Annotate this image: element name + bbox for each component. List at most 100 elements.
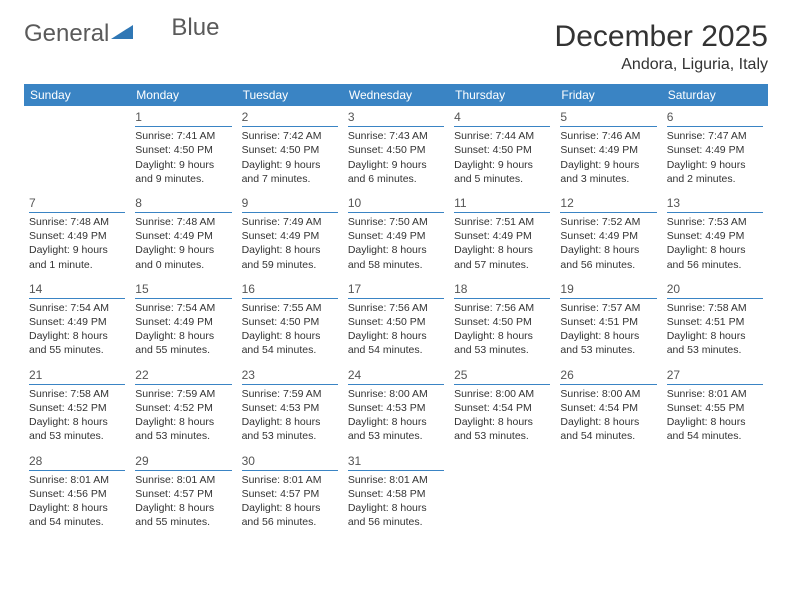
sunrise-text: Sunrise: 7:59 AM: [135, 387, 231, 401]
day-number: 18: [454, 281, 550, 299]
daylight-text: Daylight: 8 hours and 53 minutes.: [348, 415, 444, 443]
sunrise-text: Sunrise: 7:43 AM: [348, 129, 444, 143]
calendar-day-cell: 9Sunrise: 7:49 AMSunset: 4:49 PMDaylight…: [237, 192, 343, 278]
sunset-text: Sunset: 4:49 PM: [135, 315, 231, 329]
calendar-day-cell: 17Sunrise: 7:56 AMSunset: 4:50 PMDayligh…: [343, 278, 449, 364]
calendar-day-cell: 13Sunrise: 7:53 AMSunset: 4:49 PMDayligh…: [662, 192, 768, 278]
calendar-day-cell: 15Sunrise: 7:54 AMSunset: 4:49 PMDayligh…: [130, 278, 236, 364]
day-number: 27: [667, 367, 763, 385]
calendar-day-cell: [449, 450, 555, 536]
calendar-day-cell: 1Sunrise: 7:41 AMSunset: 4:50 PMDaylight…: [130, 106, 236, 192]
day-number: 6: [667, 109, 763, 127]
day-header: Wednesday: [343, 84, 449, 106]
daylight-text: Daylight: 8 hours and 55 minutes.: [135, 329, 231, 357]
triangle-icon: [111, 23, 133, 46]
sunset-text: Sunset: 4:51 PM: [667, 315, 763, 329]
calendar-body: 1Sunrise: 7:41 AMSunset: 4:50 PMDaylight…: [24, 106, 768, 535]
day-number: 2: [242, 109, 338, 127]
calendar-header-row: SundayMondayTuesdayWednesdayThursdayFrid…: [24, 84, 768, 106]
calendar-week-row: 1Sunrise: 7:41 AMSunset: 4:50 PMDaylight…: [24, 106, 768, 192]
sunset-text: Sunset: 4:57 PM: [242, 487, 338, 501]
day-number: 16: [242, 281, 338, 299]
calendar-day-cell: 8Sunrise: 7:48 AMSunset: 4:49 PMDaylight…: [130, 192, 236, 278]
sunset-text: Sunset: 4:49 PM: [135, 229, 231, 243]
day-number: 9: [242, 195, 338, 213]
sunrise-text: Sunrise: 8:01 AM: [348, 473, 444, 487]
calendar-day-cell: 25Sunrise: 8:00 AMSunset: 4:54 PMDayligh…: [449, 364, 555, 450]
sunrise-text: Sunrise: 7:41 AM: [135, 129, 231, 143]
day-number: 25: [454, 367, 550, 385]
daylight-text: Daylight: 8 hours and 57 minutes.: [454, 243, 550, 271]
daylight-text: Daylight: 8 hours and 56 minutes.: [242, 501, 338, 529]
sunset-text: Sunset: 4:50 PM: [454, 315, 550, 329]
day-number: 12: [560, 195, 656, 213]
daylight-text: Daylight: 8 hours and 54 minutes.: [348, 329, 444, 357]
calendar-day-cell: 6Sunrise: 7:47 AMSunset: 4:49 PMDaylight…: [662, 106, 768, 192]
calendar-day-cell: 14Sunrise: 7:54 AMSunset: 4:49 PMDayligh…: [24, 278, 130, 364]
sunset-text: Sunset: 4:55 PM: [667, 401, 763, 415]
sunrise-text: Sunrise: 7:58 AM: [667, 301, 763, 315]
calendar-day-cell: 18 Sunrise: 7:56 AMSunset: 4:50 PMDayligh…: [449, 278, 555, 364]
sunset-text: Sunset: 4:49 PM: [454, 229, 550, 243]
sunrise-text: Sunrise: 8:01 AM: [29, 473, 125, 487]
calendar-day-cell: 12Sunrise: 7:52 AMSunset: 4:49 PMDayligh…: [555, 192, 661, 278]
sunrise-text: Sunrise: 7:59 AM: [242, 387, 338, 401]
daylight-text: Daylight: 8 hours and 53 minutes.: [560, 329, 656, 357]
day-number: 7: [29, 195, 125, 213]
calendar-day-cell: 2Sunrise: 7:42 AMSunset: 4:50 PMDaylight…: [237, 106, 343, 192]
sunset-text: Sunset: 4:49 PM: [667, 143, 763, 157]
sunset-text: Sunset: 4:49 PM: [29, 229, 125, 243]
sunset-text: Sunset: 4:57 PM: [135, 487, 231, 501]
sunrise-text: Sunrise: 7:56 AM: [454, 301, 550, 315]
calendar-day-cell: 20Sunrise: 7:58 AMSunset: 4:51 PMDayligh…: [662, 278, 768, 364]
day-number: 10: [348, 195, 444, 213]
sunrise-text: Sunrise: 7:44 AM: [454, 129, 550, 143]
calendar-day-cell: 23Sunrise: 7:59 AMSunset: 4:53 PMDayligh…: [237, 364, 343, 450]
calendar-day-cell: 26Sunrise: 8:00 AMSunset: 4:54 PMDayligh…: [555, 364, 661, 450]
day-header: Thursday: [449, 84, 555, 106]
daylight-text: Daylight: 9 hours and 6 minutes.: [348, 158, 444, 186]
day-number: 30: [242, 453, 338, 471]
calendar-day-cell: 19Sunrise: 7:57 AMSunset: 4:51 PMDayligh…: [555, 278, 661, 364]
sunset-text: Sunset: 4:49 PM: [560, 229, 656, 243]
sunset-text: Sunset: 4:49 PM: [242, 229, 338, 243]
daylight-text: Daylight: 8 hours and 56 minutes.: [560, 243, 656, 271]
day-number: 15: [135, 281, 231, 299]
calendar-day-cell: 24Sunrise: 8:00 AMSunset: 4:53 PMDayligh…: [343, 364, 449, 450]
daylight-text: Daylight: 8 hours and 54 minutes.: [242, 329, 338, 357]
daylight-text: Daylight: 8 hours and 58 minutes.: [348, 243, 444, 271]
sunrise-text: Sunrise: 7:58 AM: [29, 387, 125, 401]
sunset-text: Sunset: 4:54 PM: [454, 401, 550, 415]
calendar-week-row: 7Sunrise: 7:48 AMSunset: 4:49 PMDaylight…: [24, 192, 768, 278]
sunrise-text: Sunrise: 7:53 AM: [667, 215, 763, 229]
sunset-text: Sunset: 4:50 PM: [454, 143, 550, 157]
day-number: 23: [242, 367, 338, 385]
day-number: 28: [29, 453, 125, 471]
calendar-week-row: 28Sunrise: 8:01 AMSunset: 4:56 PMDayligh…: [24, 450, 768, 536]
daylight-text: Daylight: 9 hours and 2 minutes.: [667, 158, 763, 186]
sunrise-text: Sunrise: 7:50 AM: [348, 215, 444, 229]
day-number: 13: [667, 195, 763, 213]
calendar-day-cell: 31Sunrise: 8:01 AMSunset: 4:58 PMDayligh…: [343, 450, 449, 536]
sunrise-text: Sunrise: 8:00 AM: [348, 387, 444, 401]
sunrise-text: Sunrise: 7:42 AM: [242, 129, 338, 143]
day-number: 14: [29, 281, 125, 299]
calendar-day-cell: 27Sunrise: 8:01 AMSunset: 4:55 PMDayligh…: [662, 364, 768, 450]
day-number: 19: [560, 281, 656, 299]
day-number: 21: [29, 367, 125, 385]
sunset-text: Sunset: 4:49 PM: [29, 315, 125, 329]
sunrise-text: Sunrise: 7:51 AM: [454, 215, 550, 229]
day-header: Tuesday: [237, 84, 343, 106]
calendar-day-cell: 16Sunrise: 7:55 AMSunset: 4:50 PMDayligh…: [237, 278, 343, 364]
calendar-day-cell: 30Sunrise: 8:01 AMSunset: 4:57 PMDayligh…: [237, 450, 343, 536]
location-text: Andora, Liguria, Italy: [555, 56, 768, 74]
sunset-text: Sunset: 4:50 PM: [348, 315, 444, 329]
daylight-text: Daylight: 8 hours and 53 minutes.: [454, 329, 550, 357]
daylight-text: Daylight: 8 hours and 53 minutes.: [454, 415, 550, 443]
sunset-text: Sunset: 4:53 PM: [348, 401, 444, 415]
sunrise-text: Sunrise: 7:57 AM: [560, 301, 656, 315]
day-number: 11: [454, 195, 550, 213]
calendar-day-cell: 7Sunrise: 7:48 AMSunset: 4:49 PMDaylight…: [24, 192, 130, 278]
sunset-text: Sunset: 4:50 PM: [242, 143, 338, 157]
calendar-day-cell: 21Sunrise: 7:58 AMSunset: 4:52 PMDayligh…: [24, 364, 130, 450]
